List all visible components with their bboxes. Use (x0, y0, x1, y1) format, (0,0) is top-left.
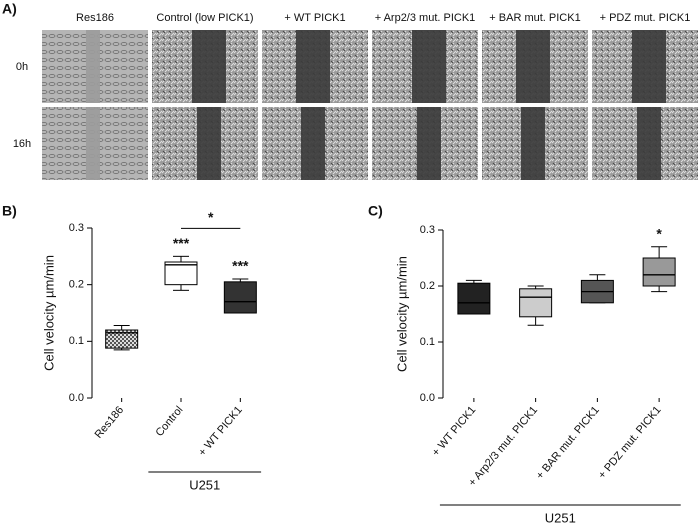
panel-label: A) (2, 1, 17, 17)
panel-label: C) (368, 203, 383, 219)
x-tick-label: Res186 (93, 404, 127, 441)
y-tick-label: 0.3 (69, 222, 84, 234)
scratch-gap (521, 107, 545, 180)
scratch-gap (412, 30, 446, 103)
row-label: 0h (16, 61, 28, 73)
scratch-gap (296, 30, 330, 103)
x-tick-label: Control (154, 404, 186, 439)
y-tick-label: 0.0 (69, 392, 84, 404)
column-header: + BAR mut. PICK1 (489, 12, 580, 24)
scratch-gap (86, 30, 100, 103)
group-label: U251 (545, 510, 576, 525)
y-axis-label: Cell velocity µm/min (394, 256, 409, 372)
y-tick-label: 0.3 (420, 224, 435, 236)
panel-label: B) (2, 203, 17, 219)
x-tick-label: + BAR mut. PICK1 (534, 404, 602, 482)
micrograph-grid: Res186 Control (low PICK1) + WT PICK1 + Arp… (13, 12, 698, 180)
comparison-label: * (208, 209, 214, 225)
x-tick-label: + Arp2/3 mut. PICK1 (466, 404, 540, 489)
y-tick-label: 0.1 (69, 335, 84, 347)
scratch-gap (197, 107, 221, 180)
column-header: Control (low PICK1) (156, 12, 253, 24)
x-tick-label: + WT PICK1 (196, 404, 245, 459)
box (223, 281, 257, 314)
row-label: 16h (13, 138, 31, 150)
column-header: + Arp2/3 mut. PICK1 (375, 12, 476, 24)
y-tick-label: 0.0 (420, 392, 435, 404)
scratch-gap (301, 107, 325, 180)
scratch-gap (516, 30, 550, 103)
box (164, 261, 198, 286)
box (105, 329, 139, 349)
significance: *** (232, 258, 249, 274)
x-tick-label: + PDZ mut. PICK1 (596, 404, 664, 481)
box (519, 288, 553, 318)
y-tick-label: 0.2 (420, 280, 435, 292)
box (457, 282, 491, 315)
group-label: U251 (189, 477, 220, 492)
scratch-gap (637, 107, 661, 180)
significance: * (656, 226, 662, 242)
box (642, 257, 676, 287)
scratch-gap (192, 30, 226, 103)
x-tick-label: + WT PICK1 (430, 404, 479, 459)
significance: *** (173, 235, 190, 251)
column-header: Res186 (76, 12, 114, 24)
column-header: + WT PICK1 (284, 12, 345, 24)
y-tick-label: 0.1 (420, 336, 435, 348)
column-header: + PDZ mut. PICK1 (600, 12, 691, 24)
y-axis-label: Cell velocity µm/min (41, 255, 56, 371)
scratch-gap (86, 107, 100, 180)
scratch-gap (632, 30, 666, 103)
y-tick-label: 0.2 (69, 279, 84, 291)
scratch-gap (417, 107, 441, 180)
